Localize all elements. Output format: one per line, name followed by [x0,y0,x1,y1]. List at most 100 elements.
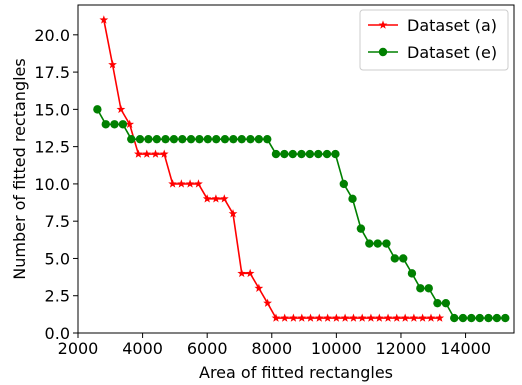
data-point [297,313,307,322]
data-point [194,179,203,188]
data-point [152,134,162,144]
data-point [211,194,221,203]
data-point [289,313,298,322]
y-tick-label: 20.0 [34,26,70,45]
data-point [339,179,348,189]
data-point [297,149,306,159]
data-point [314,149,323,159]
data-point [435,313,445,322]
data-point [271,313,281,322]
data-point [280,149,289,159]
legend-marker [378,20,388,29]
data-point [484,313,493,323]
legend-item: Dataset (a) [368,16,497,35]
data-point [424,284,433,293]
data-point [280,313,290,322]
y-tick-label: 17.5 [34,63,70,82]
data-point [332,313,341,322]
data-point [135,134,145,144]
data-point [220,134,230,144]
data-point [185,179,195,188]
y-tick-label: 2.5 [45,287,70,306]
x-axis-ticks: 2000 4000 6000 8000 10000 12000 14000 [58,333,491,358]
data-point [374,313,384,322]
data-point [178,134,187,144]
data-point [373,239,382,248]
series-e [93,105,510,323]
data-point [203,134,213,144]
data-point [407,269,417,278]
data-point [116,104,126,114]
data-point [416,284,425,293]
data-point [151,149,160,158]
data-point [331,149,340,159]
y-axis-label: Number of fitted rectangles [10,58,29,279]
data-point [246,134,255,144]
data-point [399,254,408,263]
data-point [288,149,297,159]
data-point [134,149,143,158]
x-tick-label: 4000 [122,339,163,358]
x-tick-label: 10000 [311,339,362,358]
legend: Dataset (a) Dataset (e) [359,9,509,71]
data-point [426,313,436,322]
y-tick-label: 0.0 [45,324,70,343]
data-point [263,298,272,307]
data-point [365,239,374,248]
data-point [458,313,468,323]
y-tick-label: 12.5 [34,138,70,157]
data-point [383,313,393,322]
data-point [228,209,238,218]
x-axis-label: Area of fitted rectangles [199,363,393,382]
data-point [99,15,109,24]
data-point [382,239,391,248]
data-point [305,149,315,159]
series-line [103,19,440,319]
y-tick-label: 10.0 [34,175,70,194]
data-point [348,194,357,204]
data-point [475,313,484,323]
data-point [366,313,376,322]
data-point [254,283,264,292]
data-point [340,313,350,322]
data-point [400,313,410,322]
x-tick-label: 6000 [187,339,228,358]
plot-area [77,4,515,334]
data-point [93,105,102,114]
y-tick-label: 7.5 [45,212,70,231]
data-point [492,313,502,323]
data-point [118,120,128,129]
x-tick-label: 8000 [251,339,292,358]
legend-item: Dataset (e) [368,43,497,62]
data-point [101,120,110,129]
data-point [418,313,427,322]
data-point [357,313,367,322]
data-point [237,134,246,144]
series-layer [93,15,510,323]
x-tick-label: 14000 [440,339,491,358]
data-point [409,313,419,322]
data-point [467,313,476,323]
data-point [237,268,247,278]
data-point [314,313,324,322]
legend-label: Dataset (e) [407,43,497,62]
data-point [322,149,332,159]
data-point [161,134,170,144]
legend-marker [378,47,388,57]
x-tick-label: 2000 [58,339,99,358]
data-point [125,119,135,128]
data-point [176,179,186,188]
y-tick-label: 5.0 [45,249,70,268]
data-point [450,313,459,323]
data-point [169,134,179,144]
data-point [212,134,221,144]
data-point [323,313,333,322]
data-point [392,313,402,322]
plot-frame [77,4,515,334]
data-point [356,224,366,233]
data-point [127,134,136,144]
data-point [306,313,315,322]
y-tick-label: 15.0 [34,100,70,119]
data-point [142,149,152,158]
